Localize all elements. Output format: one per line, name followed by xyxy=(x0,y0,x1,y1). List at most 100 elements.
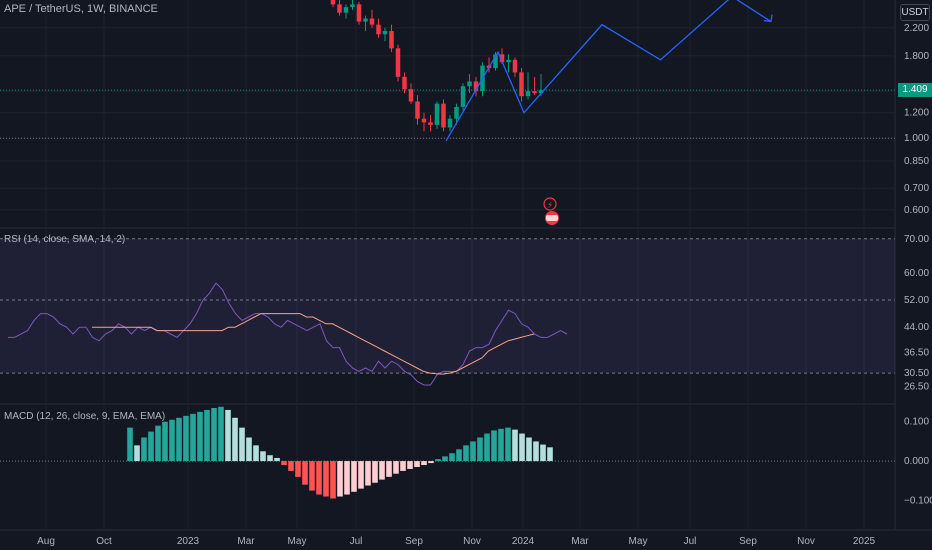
candle-body[interactable] xyxy=(460,86,466,107)
macd-histogram-bar[interactable] xyxy=(400,461,406,471)
candle-body[interactable] xyxy=(356,4,362,22)
candle-body[interactable] xyxy=(395,48,401,77)
candle-body[interactable] xyxy=(473,81,479,92)
macd-histogram-bar[interactable] xyxy=(274,457,280,462)
candle-body[interactable] xyxy=(538,90,544,94)
candle-body[interactable] xyxy=(408,89,414,102)
candle-body[interactable] xyxy=(402,76,407,90)
macd-histogram-bar[interactable] xyxy=(295,461,301,477)
macd-histogram-bar[interactable] xyxy=(477,437,483,462)
macd-histogram-bar[interactable] xyxy=(288,461,294,471)
macd-histogram-bar[interactable] xyxy=(505,427,511,462)
candle-body[interactable] xyxy=(454,106,459,119)
macd-histogram-bar[interactable] xyxy=(456,449,462,462)
macd-histogram-bar[interactable] xyxy=(267,455,273,462)
candle-body[interactable] xyxy=(447,118,453,128)
candle-body[interactable] xyxy=(525,91,531,97)
candle-body[interactable] xyxy=(434,103,440,125)
flash-event-icon[interactable] xyxy=(543,197,557,211)
candle-body[interactable] xyxy=(421,118,427,123)
macd-histogram-bar[interactable] xyxy=(372,461,378,483)
macd-histogram-bar[interactable] xyxy=(435,459,441,462)
candle-body[interactable] xyxy=(493,54,498,69)
macd-histogram-bar[interactable] xyxy=(197,411,203,462)
macd-histogram-bar[interactable] xyxy=(463,445,469,462)
rsi-line[interactable] xyxy=(8,282,568,386)
macd-histogram-bar[interactable] xyxy=(344,461,350,495)
rsi-pane[interactable] xyxy=(0,238,895,386)
candle-body[interactable] xyxy=(363,18,368,22)
macd-histogram-bar[interactable] xyxy=(491,430,497,462)
macd-histogram-bar[interactable] xyxy=(407,461,413,469)
candle-body[interactable] xyxy=(376,24,381,35)
candle-body[interactable] xyxy=(389,31,394,49)
macd-histogram-bar[interactable] xyxy=(302,461,308,485)
macd-histogram-bar[interactable] xyxy=(484,433,490,462)
macd-histogram-bar[interactable] xyxy=(449,453,455,462)
candle-body[interactable] xyxy=(350,4,355,8)
candle-body[interactable] xyxy=(467,81,472,87)
macd-histogram-bar[interactable] xyxy=(155,425,161,462)
macd-histogram-bar[interactable] xyxy=(218,406,224,462)
macd-histogram-bar[interactable] xyxy=(379,461,385,480)
macd-indicator-title[interactable]: MACD (12, 26, close, 9, EMA, EMA) xyxy=(4,411,166,422)
macd-histogram-bar[interactable] xyxy=(211,407,217,462)
macd-histogram-bar[interactable] xyxy=(232,417,238,462)
candle-body[interactable] xyxy=(512,59,518,73)
macd-histogram-bar[interactable] xyxy=(309,461,315,491)
macd-histogram-bar[interactable] xyxy=(414,461,420,467)
rsi-indicator-title[interactable]: RSI (14, close, SMA, 14, 2) xyxy=(4,234,126,245)
macd-histogram-bar[interactable] xyxy=(316,461,322,495)
macd-histogram-bar[interactable] xyxy=(519,433,525,462)
macd-histogram-bar[interactable] xyxy=(190,413,196,462)
macd-histogram-bar[interactable] xyxy=(204,409,210,462)
price-pane[interactable] xyxy=(0,0,895,142)
macd-histogram-bar[interactable] xyxy=(225,409,231,462)
macd-histogram-bar[interactable] xyxy=(246,437,252,462)
candle-body[interactable] xyxy=(415,101,420,119)
macd-histogram-bar[interactable] xyxy=(540,444,546,462)
projection-path[interactable] xyxy=(445,0,772,142)
macd-histogram-bar[interactable] xyxy=(526,437,532,462)
macd-histogram-bar[interactable] xyxy=(141,437,147,462)
candle-body[interactable] xyxy=(532,91,537,94)
candle-body[interactable] xyxy=(506,59,511,63)
candle-body[interactable] xyxy=(382,31,388,35)
event-markers[interactable]: ⚡ xyxy=(543,197,559,225)
macd-histogram-bar[interactable] xyxy=(358,461,364,489)
candle-body[interactable] xyxy=(428,122,433,125)
macd-histogram-bar[interactable] xyxy=(351,461,357,492)
candle-body[interactable] xyxy=(441,103,446,128)
macd-histogram-bar[interactable] xyxy=(260,451,266,462)
macd-histogram-bar[interactable] xyxy=(337,461,343,497)
macd-histogram-bar[interactable] xyxy=(281,461,287,466)
macd-histogram-bar[interactable] xyxy=(323,461,329,497)
macd-histogram-bar[interactable] xyxy=(176,417,182,462)
currency-badge[interactable]: USDT xyxy=(900,4,930,21)
macd-histogram-bar[interactable] xyxy=(134,445,140,462)
macd-histogram-bar[interactable] xyxy=(421,461,427,466)
macd-pane[interactable] xyxy=(0,406,895,499)
macd-histogram-bar[interactable] xyxy=(470,441,476,462)
macd-histogram-bar[interactable] xyxy=(512,429,518,462)
macd-histogram-bar[interactable] xyxy=(169,419,175,462)
candle-body[interactable] xyxy=(330,0,336,5)
macd-histogram-bar[interactable] xyxy=(386,461,392,477)
candle-body[interactable] xyxy=(519,72,524,97)
macd-histogram-bar[interactable] xyxy=(148,431,154,462)
macd-histogram-bar[interactable] xyxy=(183,415,189,462)
macd-histogram-bar[interactable] xyxy=(393,461,399,474)
candle-body[interactable] xyxy=(343,7,349,13)
candle-body[interactable] xyxy=(499,54,505,63)
macd-histogram-bar[interactable] xyxy=(253,445,259,462)
candle-body[interactable] xyxy=(369,18,375,25)
macd-histogram-bar[interactable] xyxy=(547,447,553,462)
macd-histogram-bar[interactable] xyxy=(239,427,245,462)
macd-histogram-bar[interactable] xyxy=(533,441,539,462)
macd-histogram-bar[interactable] xyxy=(127,427,133,462)
rsi-ma-line[interactable] xyxy=(92,313,535,375)
macd-histogram-bar[interactable] xyxy=(442,456,448,462)
macd-histogram-bar[interactable] xyxy=(365,461,371,486)
candle-body[interactable] xyxy=(337,4,342,13)
